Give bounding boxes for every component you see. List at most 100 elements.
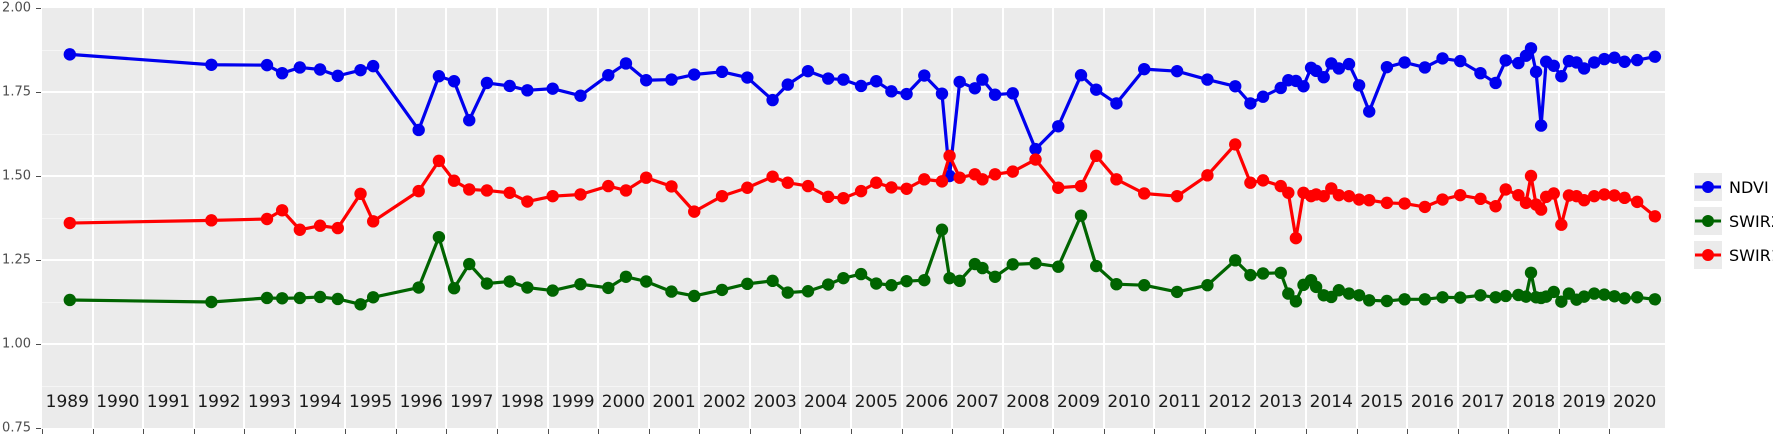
y-tick-label: 1.75: [2, 84, 31, 100]
data-point: [412, 281, 425, 294]
data-point: [935, 87, 949, 100]
x-tick-mark: [1508, 429, 1510, 434]
data-point: [521, 281, 534, 294]
data-point: [1519, 196, 1533, 210]
data-point: [1244, 268, 1257, 282]
data-point: [1342, 287, 1356, 300]
gridline-vertical: [1001, 8, 1004, 428]
legend-key-swatch: [1694, 173, 1722, 201]
y-tick-label: 1.50: [2, 168, 31, 184]
data-point: [275, 292, 289, 305]
data-point: [822, 278, 835, 291]
data-point: [1317, 189, 1330, 203]
data-point: [1489, 200, 1502, 213]
legend-item-swir2[interactable]: SWIR2: [1694, 207, 1773, 235]
data-point: [293, 61, 307, 74]
data-point: [953, 75, 966, 89]
data-point: [665, 285, 678, 298]
gridline-vertical: [91, 8, 94, 428]
data-point: [1289, 295, 1303, 308]
gridline-vertical: [1052, 8, 1055, 428]
gridline-horizontal: [42, 175, 1665, 177]
data-point: [885, 181, 898, 194]
data-point: [1598, 188, 1611, 201]
y-tick-label: 0.75: [2, 420, 31, 436]
data-point: [260, 291, 274, 305]
data-point: [1052, 181, 1065, 194]
x-axis-year-label: 1992: [197, 392, 241, 412]
x-tick-mark: [1255, 429, 1257, 434]
data-point: [1229, 80, 1242, 93]
y-tick-mark: [36, 344, 41, 345]
x-tick-mark: [1002, 429, 1004, 434]
data-point: [935, 175, 949, 188]
data-point: [412, 184, 425, 198]
x-tick-mark: [395, 429, 397, 434]
data-point: [976, 73, 989, 86]
data-point: [432, 70, 446, 83]
data-point: [1630, 195, 1644, 209]
x-tick-mark: [1558, 429, 1560, 434]
data-point: [63, 48, 77, 61]
x-tick-mark: [1306, 429, 1308, 434]
legend-item-swir1[interactable]: SWIR1: [1694, 241, 1773, 269]
x-axis-year-label: 2004: [804, 392, 848, 412]
data-point: [976, 261, 989, 275]
x-axis-year-label: 2020: [1613, 392, 1657, 412]
data-point: [1244, 176, 1257, 189]
data-point: [918, 273, 931, 287]
data-point: [412, 123, 425, 137]
data-point: [943, 271, 956, 285]
data-point: [1398, 293, 1411, 306]
data-point: [1398, 197, 1411, 210]
data-point: [1608, 51, 1621, 64]
data-point: [1201, 73, 1214, 86]
data-point: [1524, 42, 1538, 55]
data-point: [781, 286, 794, 299]
data-point: [1534, 119, 1548, 132]
gridline-vertical: [748, 8, 751, 428]
data-point: [260, 58, 274, 72]
data-point: [1577, 290, 1591, 303]
legend-label: SWIR1: [1729, 245, 1773, 265]
data-point: [1418, 293, 1432, 306]
data-point: [968, 82, 982, 95]
x-axis-year-label: 1989: [45, 392, 89, 412]
data-point: [1608, 290, 1621, 303]
data-point: [943, 149, 956, 163]
data-point: [354, 187, 367, 201]
series-ndvi: [63, 42, 1662, 183]
data-point: [574, 188, 587, 201]
data-point: [953, 171, 966, 184]
data-point: [602, 281, 615, 295]
x-tick-mark: [1103, 429, 1105, 434]
x-axis-year-label: 2007: [955, 392, 999, 412]
data-point: [1244, 97, 1257, 110]
gridline-horizontal: [42, 259, 1665, 261]
data-point: [354, 63, 367, 77]
data-point: [63, 293, 77, 307]
data-point: [1052, 120, 1065, 133]
data-point: [447, 174, 461, 187]
x-axis-year-label: 2016: [1410, 392, 1455, 412]
data-point: [1618, 55, 1631, 68]
data-point: [1398, 56, 1411, 69]
gridline-vertical: [951, 8, 954, 428]
data-point: [715, 283, 729, 297]
data-point: [741, 277, 754, 291]
data-point: [1630, 53, 1644, 67]
data-point: [1089, 259, 1103, 273]
data-point: [854, 184, 868, 198]
data-point: [837, 271, 850, 285]
data-point: [1256, 174, 1270, 187]
data-point: [1029, 257, 1042, 270]
legend-item-ndvi[interactable]: NDVI: [1694, 173, 1773, 201]
x-tick-mark: [547, 429, 549, 434]
data-point: [665, 73, 678, 86]
gridline-vertical: [1507, 8, 1510, 428]
gridline-vertical: [1305, 8, 1308, 428]
data-point: [275, 204, 289, 217]
plot-panel: 1989 1990 1991 1992 1993 1994 1995 1996 1997 1998…: [42, 8, 1665, 428]
data-point: [1342, 189, 1356, 203]
gridline-horizontal-minor: [42, 134, 1665, 135]
